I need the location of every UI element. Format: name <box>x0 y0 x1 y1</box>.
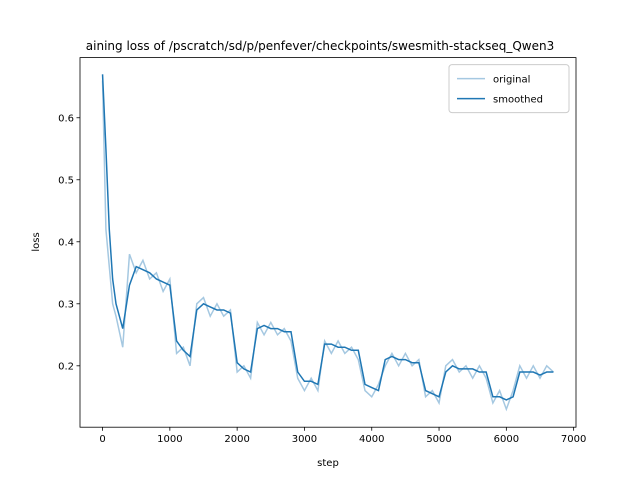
y-axis-label: loss <box>31 232 42 251</box>
legend-box <box>448 64 570 114</box>
y-tick-label: 0.4 <box>58 237 74 248</box>
series-line <box>101 80 554 412</box>
y-tick-label: 0.6 <box>58 113 74 124</box>
x-axis-label: step <box>317 458 339 469</box>
chart-title: aining loss of /pscratch/sd/p/penfever/c… <box>86 39 554 53</box>
legend-label: original <box>493 75 530 86</box>
x-tick-label: 1000 <box>157 434 182 445</box>
x-tick-label: 2000 <box>224 434 249 445</box>
x-tick-label: 6000 <box>494 434 519 445</box>
x-tick-label: 5000 <box>426 434 451 445</box>
y-tick-label: 0.5 <box>58 175 74 186</box>
y-tick-label: 0.3 <box>58 299 74 310</box>
x-tick-label: 7000 <box>561 434 586 445</box>
series-line <box>101 74 554 401</box>
plot-frame <box>79 57 577 428</box>
x-tick-label: 0 <box>99 434 105 445</box>
legend-label: smoothed <box>493 95 543 106</box>
y-tick-label: 0.2 <box>58 361 74 372</box>
x-tick-label: 3000 <box>292 434 317 445</box>
x-tick-label: 4000 <box>359 434 384 445</box>
